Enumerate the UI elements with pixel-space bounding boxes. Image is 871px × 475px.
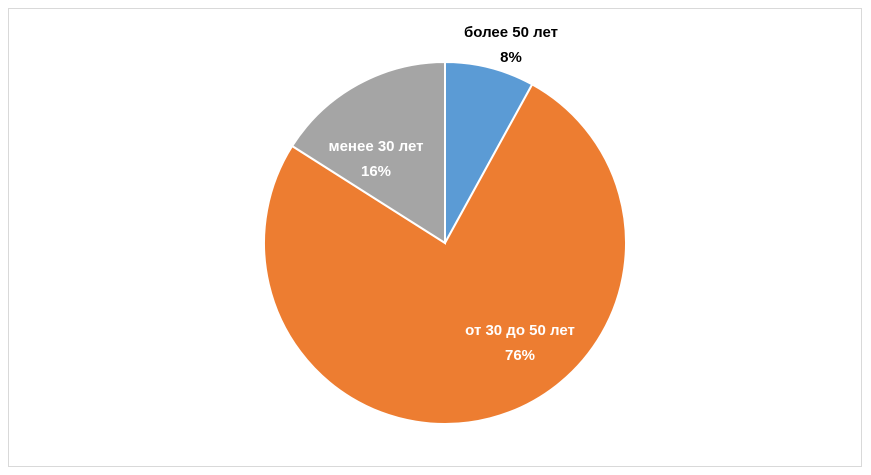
slice-value-label: 76% xyxy=(505,347,535,364)
slice-category-label: более 50 лет xyxy=(464,24,558,41)
pie-slice xyxy=(263,83,627,425)
slice-category-label: менее 30 лет xyxy=(328,138,423,155)
slice-category-label: от 30 до 50 лет xyxy=(465,322,575,339)
pie-slice xyxy=(290,60,446,245)
pie-slice xyxy=(444,60,534,244)
slice-value-label: 16% xyxy=(361,163,391,180)
slice-value-label: 8% xyxy=(500,49,522,66)
